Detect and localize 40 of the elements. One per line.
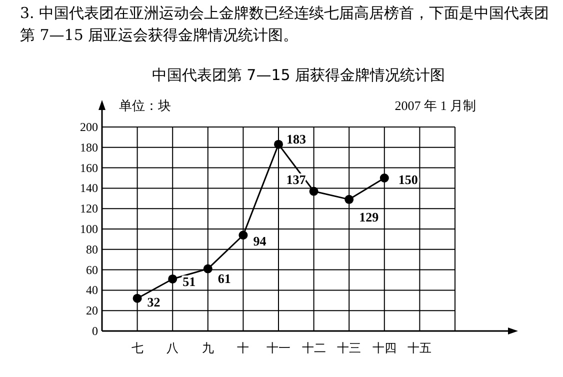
point [238,230,248,240]
x-tick-label: 十 [237,341,250,355]
point [274,140,283,149]
y-tick-label: 160 [80,160,98,175]
y-axis-title: 单位：块 [119,98,171,113]
data-label: 183 [286,131,306,146]
y-tick-label: 60 [86,262,98,277]
x-tick-label: 十二 [302,341,326,355]
x-tick-label: 十三 [337,341,362,355]
x-tick-label: 九 [202,341,214,355]
y-tick-label: 140 [80,181,98,196]
data-label: 51 [182,274,196,290]
y-tick-label: 0 [92,324,98,338]
data-label: 150 [398,172,418,188]
data-label: 94 [253,233,267,248]
data-label: 32 [147,294,160,310]
x-tick-label: 十一 [266,341,290,355]
point [344,194,354,204]
data-label: 137 [286,172,306,188]
y-tick-label: 120 [80,202,98,216]
x-tick-label: 八 [166,341,179,355]
point [168,274,178,284]
y-tick-label: 180 [80,140,98,154]
y-tick-label: 80 [86,242,98,256]
y-tick-label: 200 [80,120,98,134]
point [132,294,142,303]
x-tick-label: 十四 [372,341,396,355]
chart-title: 中国代表团第 7—15 届获得金牌情况统计图 [152,66,446,84]
data-label: 129 [359,210,380,225]
x-tick-label: 十五 [408,341,432,355]
text: 2007 年 1 月制 [394,98,476,113]
point [380,174,389,182]
data-label: 61 [218,270,231,286]
point [309,186,318,196]
x-tick-label: 七 [131,341,144,355]
point [203,264,212,274]
y-tick-label: 100 [80,222,98,236]
y-tick-label: 40 [86,283,98,298]
text: 3. 中国代表团在亚洲运动会上金牌数已经连续七届高居榜首，下面是中国代表团第 7—15 届亚运会获得金牌情况统计图。 [20,3,550,46]
y-tick-label: 20 [86,304,98,318]
